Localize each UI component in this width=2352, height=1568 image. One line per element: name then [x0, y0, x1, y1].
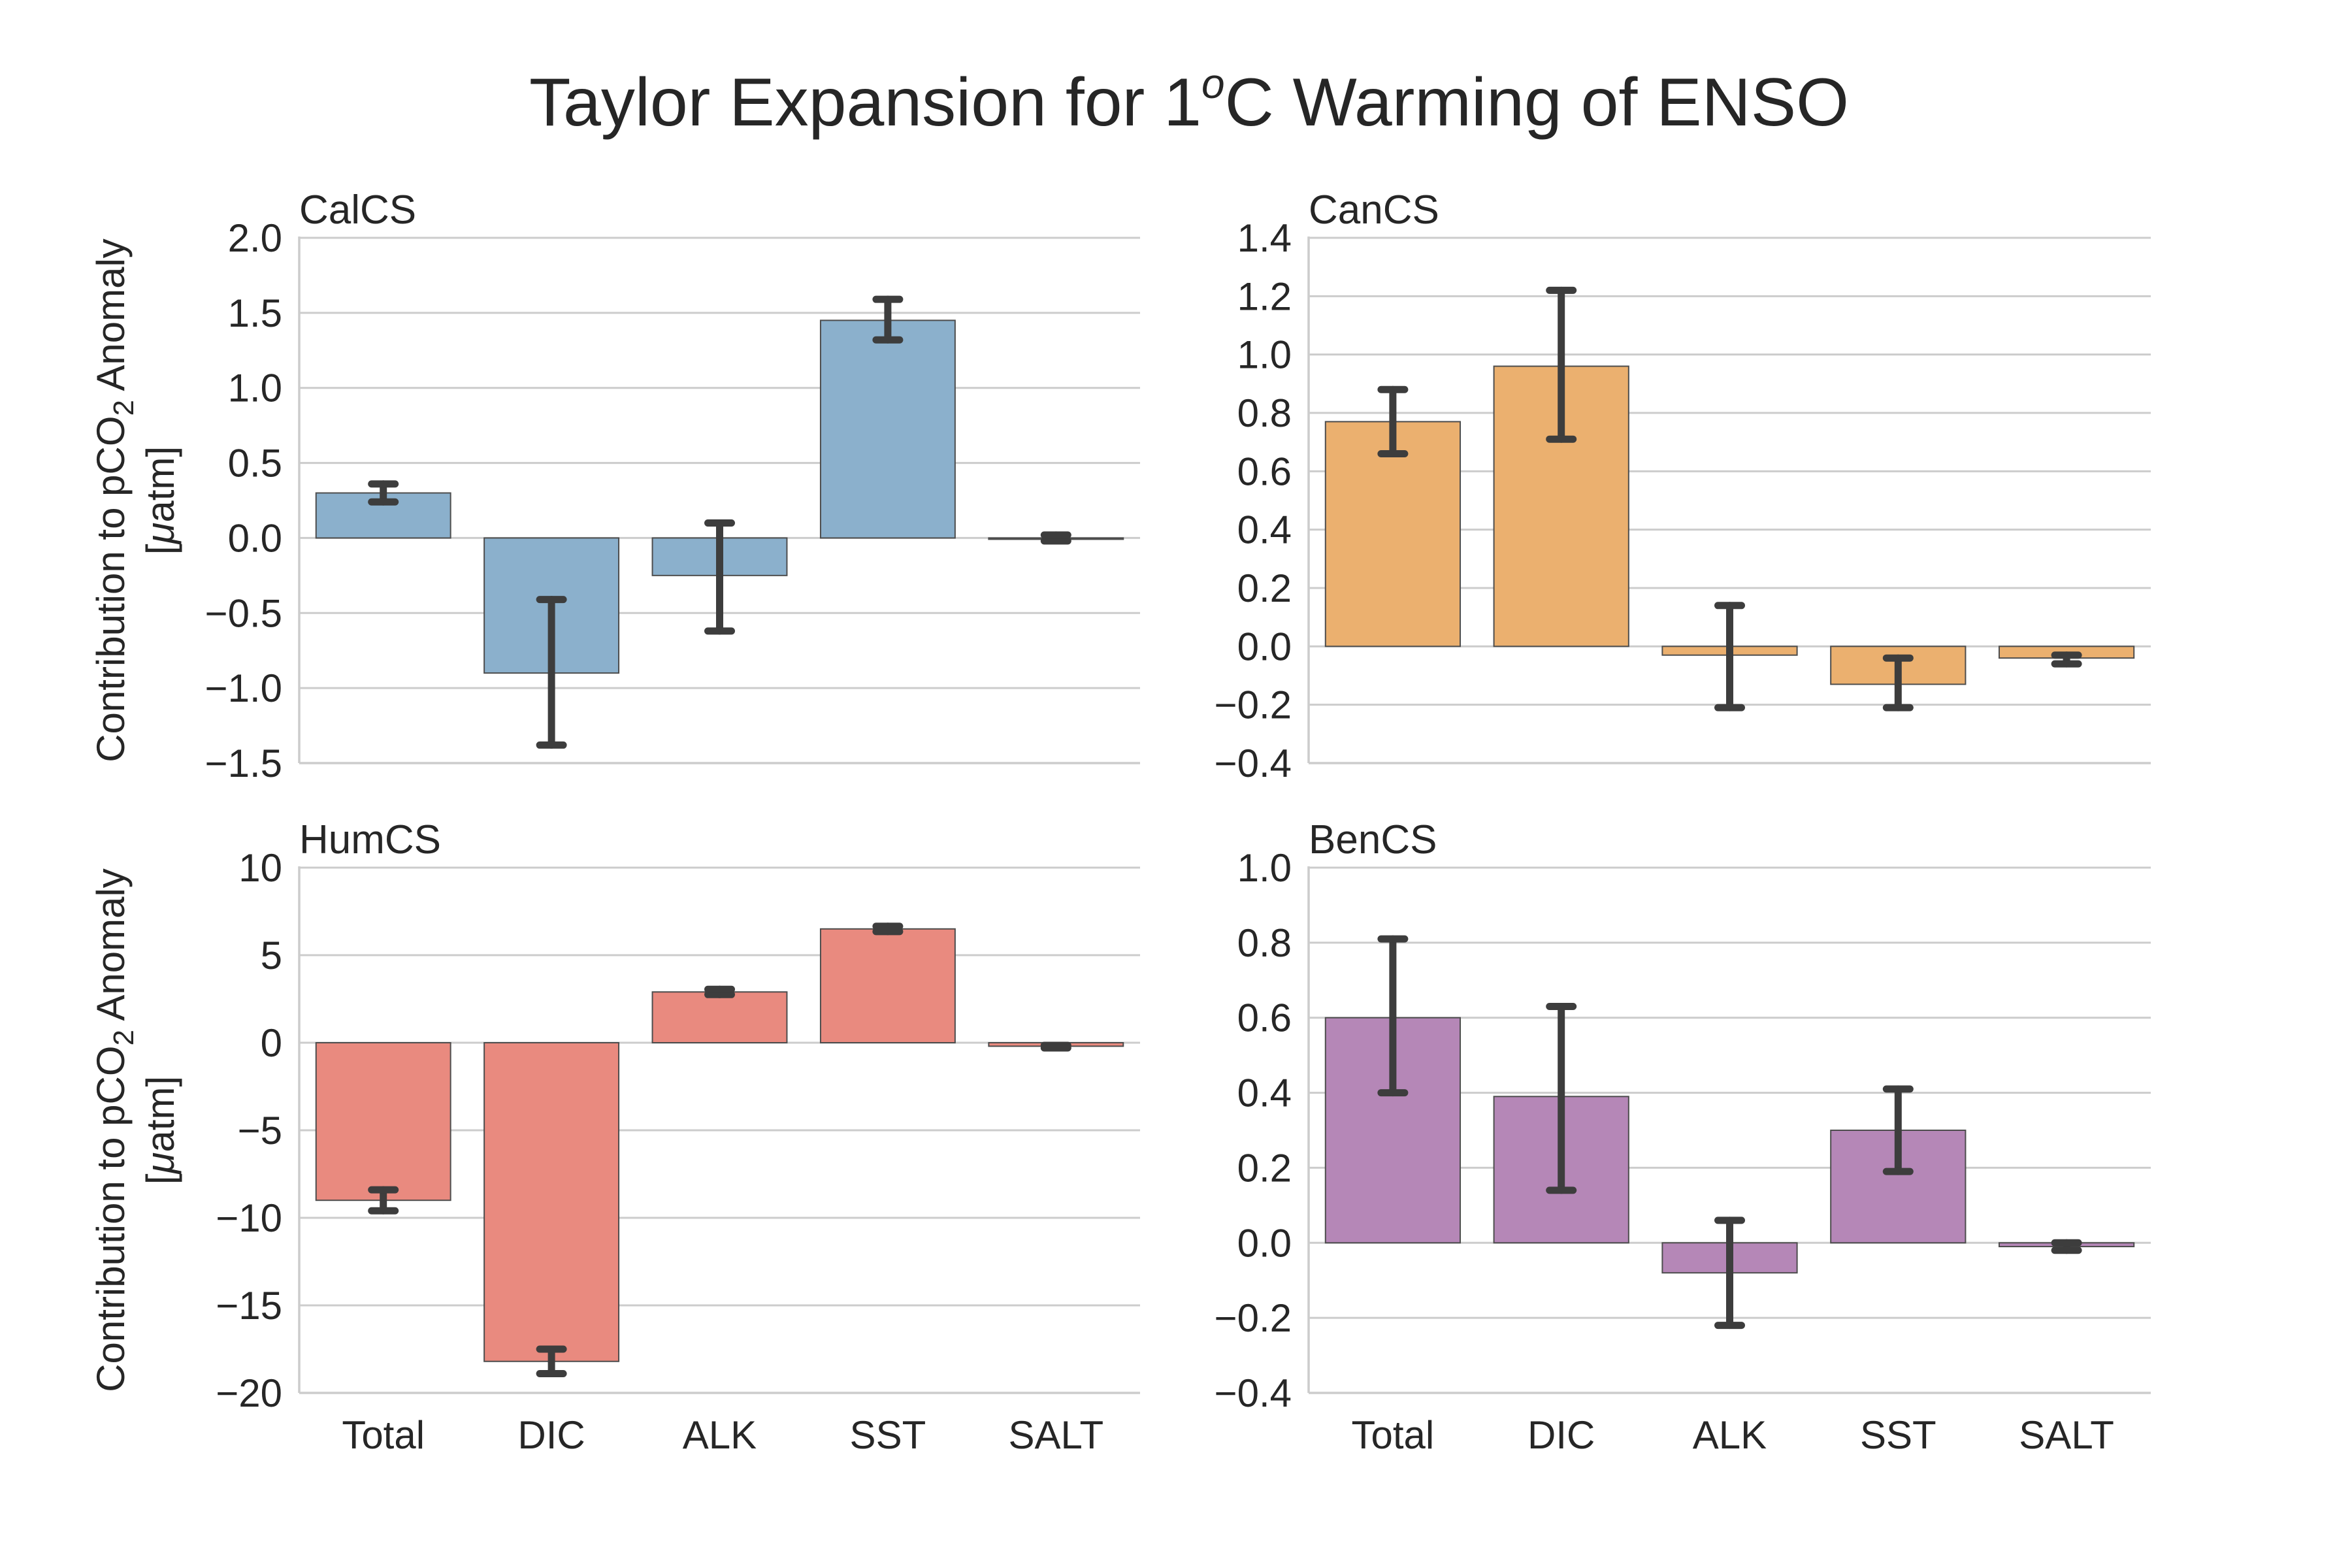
x-tick-label: Total	[342, 1413, 425, 1457]
y-tick-label: −1.5	[205, 742, 282, 785]
y-tick-label: 1.0	[1237, 846, 1292, 890]
figure-title-post: C Warming of ENSO	[1225, 65, 1849, 140]
panel-bencs: −0.4 −0.2 0.0 0.2 0.4 0.6 0.8 1.0 BenCS Total DIC A…	[1215, 817, 2151, 1457]
y-tick-label: 0.8	[1237, 921, 1292, 965]
ylabel-line1-post: Anomaly	[89, 868, 133, 1030]
y-tick-label: 10	[238, 846, 282, 890]
y-tick-label: 0.8	[1237, 391, 1292, 435]
bar-sst	[819, 928, 956, 1044]
panel-calcs: −1.5 −1.0 −0.5 0.0 0.5 1.0 1.5 2.0 CalCS Contribu…	[89, 188, 1140, 785]
y-tick-label: 1.4	[1237, 216, 1292, 260]
y-tick-label: 1.2	[1237, 274, 1292, 318]
x-tick-label: DIC	[1527, 1413, 1595, 1457]
y-tick-label: −5	[238, 1109, 282, 1152]
ylabel-line1-pre: Contribution to pCO	[89, 416, 133, 762]
y-tick-label: −20	[216, 1371, 282, 1415]
y-tick-label: 0.6	[1237, 996, 1292, 1040]
x-tick-label: SST	[850, 1413, 926, 1457]
figure-title-sup: o	[1201, 60, 1225, 107]
y-tick-label: −10	[216, 1196, 282, 1240]
bar-total	[1324, 421, 1462, 647]
y-tick-label: 0.5	[228, 442, 282, 485]
ylabel-line2-post: atm]	[139, 1076, 182, 1152]
panel-cancs: −0.4 −0.2 0.0 0.2 0.4 0.6 0.8 1.0 1.2 1.4 CanCS	[1215, 188, 2151, 785]
y-tick-label: 0.4	[1237, 1071, 1292, 1115]
y-tick-label: 0.2	[1237, 566, 1292, 610]
ylabel-line2-post: atm]	[139, 446, 182, 523]
ylabel-line2-mu: μ	[139, 523, 182, 546]
ylabel-line2-pre: [	[139, 544, 182, 555]
y-tick-label: 0.0	[1237, 625, 1292, 668]
panel-title: HumCS	[299, 817, 441, 862]
panels: −1.5 −1.0 −0.5 0.0 0.5 1.0 1.5 2.0 CalCS Contribu…	[89, 188, 2151, 1457]
y-tick-label: 0.6	[1237, 449, 1292, 493]
y-tick-label: −15	[216, 1284, 282, 1328]
ylabel-line1-post: Anomaly	[89, 238, 133, 400]
y-tick-label: 1.0	[1237, 333, 1292, 377]
y-tick-label: 2.0	[228, 216, 282, 260]
bar-sst	[819, 319, 956, 539]
y-tick-label: −0.2	[1215, 683, 1292, 727]
y-tick-label: −0.5	[205, 591, 282, 635]
x-tick-label: ALK	[1693, 1413, 1767, 1457]
x-tick-label: SALT	[1008, 1413, 1103, 1457]
panel-title: CalCS	[299, 188, 416, 233]
y-tick-label: 0	[261, 1021, 282, 1065]
y-axis-label: Contribution to pCO2 Anomaly [μatm]	[89, 238, 182, 762]
x-tick-label: Total	[1352, 1413, 1435, 1457]
panel-title: CanCS	[1309, 188, 1439, 233]
figure-title-pre: Taylor Expansion for 1	[529, 65, 1201, 140]
y-axis-label: Contribution to pCO2 Anomaly [μatm]	[89, 868, 182, 1392]
panel-title: BenCS	[1309, 817, 1437, 862]
y-tick-label: −0.4	[1215, 742, 1292, 785]
x-tick-label: DIC	[517, 1413, 585, 1457]
bar-total	[315, 1042, 451, 1201]
y-tick-label: 1.5	[228, 291, 282, 335]
figure-title: Taylor Expansion for 1oC Warming of ENSO	[529, 60, 1849, 140]
ylabel-line2-mu: μ	[139, 1152, 182, 1175]
y-tick-label: 0.0	[1237, 1221, 1292, 1265]
y-tick-label: −0.2	[1215, 1296, 1292, 1340]
x-tick-label: SALT	[2019, 1413, 2114, 1457]
y-tick-label: 0.4	[1237, 508, 1292, 552]
ylabel-line1-pre: Contribution to pCO	[89, 1046, 133, 1392]
x-tick-label: ALK	[683, 1413, 757, 1457]
y-tick-label: 0.0	[228, 516, 282, 560]
y-tick-label: 0.2	[1237, 1146, 1292, 1190]
ylabel-line1-sub: 2	[108, 1030, 140, 1045]
ylabel-line1-sub: 2	[108, 400, 140, 416]
bar-alk	[651, 991, 788, 1044]
y-tick-label: −0.4	[1215, 1371, 1292, 1415]
y-tick-label: 1.0	[228, 367, 282, 410]
panel-humcs: −20 −15 −10 −5 0 5 10 HumCS Total DIC ALK SST SALT Co…	[89, 817, 1140, 1457]
ylabel-line2-pre: [	[139, 1173, 182, 1184]
x-tick-label: SST	[1860, 1413, 1936, 1457]
y-tick-label: −1.0	[205, 666, 282, 710]
bar-dic	[483, 1042, 620, 1362]
y-tick-label: 5	[261, 934, 282, 977]
